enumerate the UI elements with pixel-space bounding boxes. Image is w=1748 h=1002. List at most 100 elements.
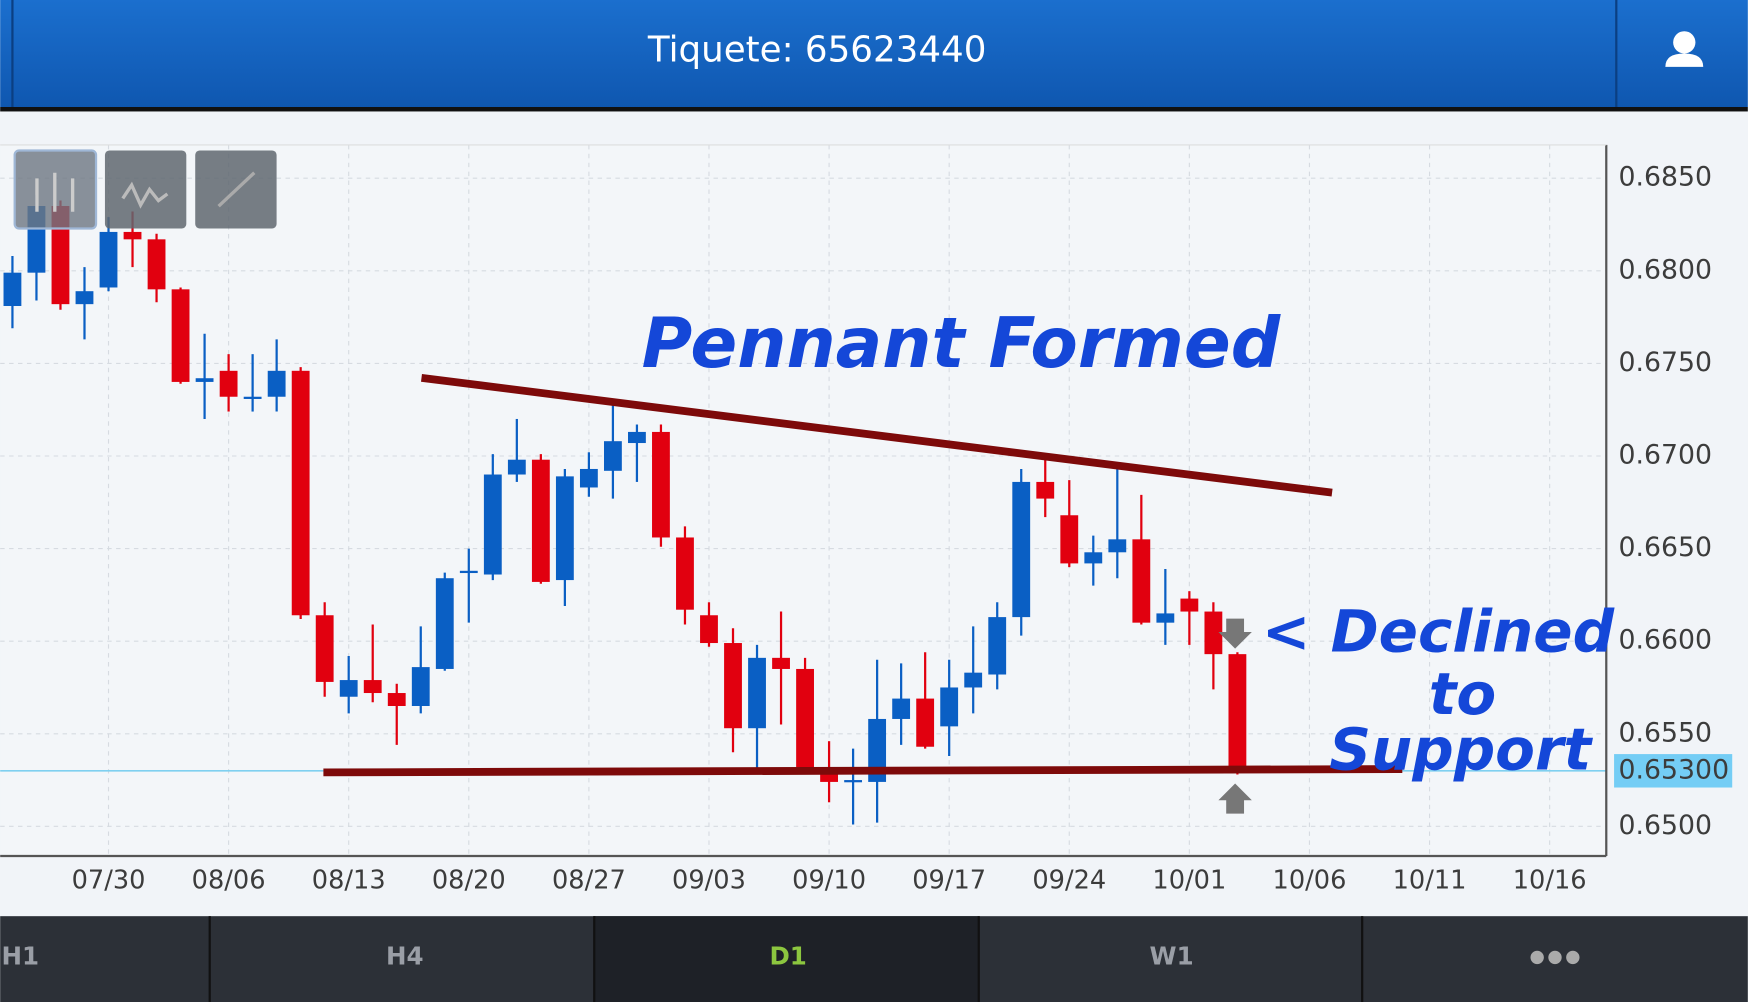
candle-body (964, 672, 983, 688)
candle-body (940, 687, 959, 727)
candle-body (387, 693, 406, 706)
down-arrow (1218, 618, 1252, 649)
candle-body (1204, 611, 1223, 655)
candle-body (75, 291, 94, 305)
draw-icon (217, 171, 256, 208)
resistance-line (420, 373, 1333, 497)
candle-body (315, 615, 334, 682)
more-button[interactable] (1530, 950, 1580, 965)
candle-body (243, 396, 262, 399)
candle-body (1012, 481, 1031, 618)
candle-body (3, 272, 22, 307)
candle-body (652, 431, 670, 538)
candle-body (676, 537, 694, 610)
annotation: < Declined (1262, 597, 1615, 665)
tab-separators (208, 916, 1364, 1002)
candle-body (603, 441, 622, 471)
candle-body (628, 431, 646, 444)
candle-body (844, 780, 863, 783)
candle-body (796, 668, 814, 768)
candle-body (51, 206, 70, 305)
candle-body (772, 657, 790, 669)
candle-body (339, 680, 358, 697)
x-tick-label: 09/17 (912, 866, 986, 896)
candle-body (1108, 539, 1127, 553)
candle-body (147, 239, 166, 290)
annotation: Support (1329, 716, 1593, 784)
tab-active[interactable]: D1 (769, 941, 806, 970)
toolbar (13, 149, 277, 230)
last-price-label: 0.65300 (1619, 754, 1730, 785)
candle-body (579, 468, 598, 488)
candle-body (916, 698, 935, 747)
candle-body (868, 718, 887, 782)
candle-icon (35, 172, 75, 212)
candle-body (195, 378, 214, 382)
user-head (1673, 31, 1696, 54)
header-title: Tiquete: 65623440 (647, 29, 987, 70)
support-line (323, 765, 1403, 777)
y-tick-label: 0.6700 (1619, 439, 1713, 470)
candle-body (892, 698, 911, 719)
x-tick-label: 10/16 (1513, 866, 1587, 896)
candle-body (988, 617, 1007, 675)
candle-body (99, 231, 118, 288)
y-tick-label: 0.6800 (1619, 254, 1713, 285)
candle-body (1156, 613, 1175, 623)
x-tick-label: 07/30 (72, 866, 146, 896)
dot (1566, 950, 1580, 965)
y-tick-label: 0.6750 (1619, 347, 1713, 378)
y-tick-label: 0.6550 (1619, 717, 1713, 748)
line-icon (121, 181, 169, 209)
header-bar (0, 0, 1748, 107)
candle-body (1084, 552, 1103, 564)
candle-body (1036, 481, 1055, 499)
up-arrow (1218, 783, 1252, 814)
line-tool-button[interactable] (104, 150, 187, 229)
candle-body (291, 370, 310, 616)
x-tick-label: 09/24 (1032, 866, 1106, 896)
candle-body (748, 657, 766, 729)
candle-body (411, 667, 430, 706)
candle-body (435, 578, 454, 669)
annotation: to (1429, 660, 1497, 728)
candle-body (1132, 539, 1151, 623)
tab[interactable]: H4 (386, 941, 424, 970)
candle-body (507, 459, 526, 475)
x-tick-label: 08/27 (552, 866, 626, 896)
annotation: Pennant Formed (642, 304, 1282, 384)
dot (1530, 950, 1544, 965)
x-tick-label: 08/06 (192, 866, 266, 896)
x-tick-label: 09/03 (672, 866, 746, 896)
candle-body (483, 474, 502, 575)
x-tick-label: 08/13 (312, 866, 386, 896)
x-tick-label: 10/01 (1152, 866, 1226, 896)
candle-body (724, 643, 742, 729)
candle-body (123, 231, 142, 240)
candle-body (1180, 598, 1199, 612)
y-tick-label: 0.6500 (1619, 810, 1713, 841)
tab-active-bg (594, 916, 979, 1002)
header-border (0, 106, 1748, 112)
candle-body (1228, 654, 1247, 771)
candle-body (1060, 515, 1079, 564)
candle-body (555, 476, 574, 581)
candle-body (267, 370, 286, 397)
tab[interactable]: W1 (1150, 941, 1194, 970)
candle-body (219, 370, 238, 397)
user-body (1665, 53, 1704, 67)
candle-body (459, 570, 478, 574)
x-tick-label: 10/11 (1393, 866, 1467, 896)
candle-body (531, 459, 550, 582)
candle-body (171, 289, 190, 382)
x-tick-label: 10/06 (1273, 866, 1347, 896)
user-icon[interactable] (1665, 31, 1704, 67)
candle-body (363, 680, 382, 694)
y-tick-label: 0.6650 (1619, 532, 1713, 563)
tab[interactable]: H1 (1, 941, 39, 970)
candle-body (700, 615, 718, 644)
y-tick-label: 0.6850 (1619, 162, 1713, 193)
y-tick-label: 0.6600 (1619, 625, 1713, 656)
